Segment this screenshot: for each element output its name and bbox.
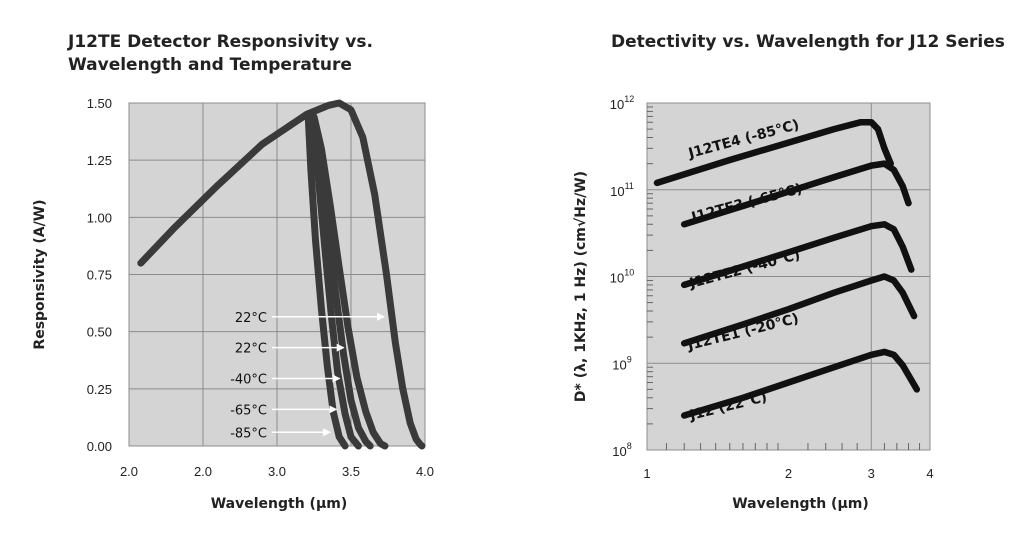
left-chart-title-line-2: Wavelength and Temperature (68, 55, 352, 75)
responsivity-line (304, 110, 349, 450)
y-tick-label: 0.00 (87, 439, 112, 454)
y-tick-label: 1011 (610, 181, 634, 199)
x-axis-label: Wavelength (µm) (732, 496, 869, 512)
y-tick-exponent: 10 (624, 268, 634, 278)
detectivity-line (680, 273, 918, 347)
x-tick-label: 4.0 (416, 464, 434, 479)
y-tick-base: 10 (612, 357, 626, 372)
y-tick-base: 10 (610, 271, 624, 286)
plot-border (646, 102, 931, 451)
x-tick-label: 2.0 (194, 464, 212, 479)
temperature-label: 22°C (235, 342, 267, 357)
detectivity-line (680, 160, 912, 228)
left-chart-title: J12TE Detector Responsivity vs. Waveleng… (68, 31, 448, 77)
x-tick-label: 2 (785, 466, 792, 481)
y-axis-label: Responsivity (A/W) (32, 199, 48, 349)
plot-border (128, 102, 426, 447)
temperature-label: 22°C (235, 311, 267, 326)
y-tick-label: 0.50 (87, 325, 112, 340)
y-tick-label: 1.00 (87, 210, 112, 225)
y-tick-label: 1.25 (87, 153, 112, 168)
responsivity-line (304, 110, 362, 450)
x-tick-label: 3.0 (268, 464, 286, 479)
x-tick-label: 4 (926, 466, 933, 481)
x-tick-label: 3 (868, 466, 875, 481)
temperature-label: -65°C (230, 403, 267, 418)
responsivity-chart: 2.0 2.0 3.0 3.5 4.0 0.00 0.25 0.50 0.75 1.00 1.25 1… (32, 96, 434, 512)
temperature-label: -40°C (230, 373, 267, 388)
y-tick-base: 10 (612, 444, 626, 459)
y-tick-exponent: 12 (624, 94, 634, 104)
y-tick-label: 108 (612, 441, 631, 459)
y-tick-label: 109 (612, 354, 631, 372)
x-tick-label: 2.0 (120, 464, 138, 479)
detectivity-line (680, 221, 915, 289)
x-tick-label: 3.5 (342, 464, 360, 479)
y-axis-label: D* (λ, 1KHz, 1 Hz) (cm√Hz/W) (573, 171, 589, 402)
y-tick-label: 0.25 (87, 382, 112, 397)
y-tick-base: 10 (610, 97, 624, 112)
detectivity-line (680, 348, 921, 419)
right-chart-title: Detectivity vs. Wavelength for J12 Serie… (611, 32, 1005, 52)
y-tick-label: 0.75 (87, 268, 112, 283)
responsivity-line (137, 99, 426, 450)
y-tick-exponent: 9 (627, 354, 632, 364)
detectivity-line (653, 118, 894, 187)
left-chart-title-line-1: J12TE Detector Responsivity vs. (68, 32, 373, 52)
x-tick-label: 1 (643, 466, 650, 481)
y-tick-exponent: 8 (627, 441, 632, 451)
y-tick-label: 1010 (610, 268, 634, 286)
x-axis-label: Wavelength (µm) (211, 496, 348, 512)
y-tick-label: 1.50 (87, 96, 112, 111)
y-tick-exponent: 11 (625, 181, 634, 191)
y-tick-label: 1012 (610, 94, 634, 112)
y-tick-base: 10 (610, 184, 624, 199)
temperature-label: -85°C (230, 426, 267, 441)
